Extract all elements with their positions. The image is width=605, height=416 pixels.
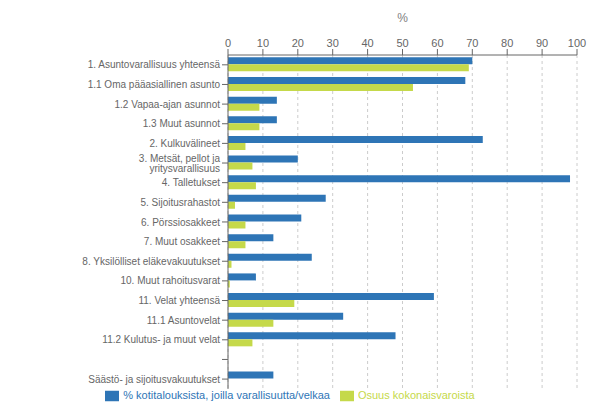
svg-text:%: % (397, 11, 408, 25)
svg-text:3. Metsät, pellot jayritysvara: 3. Metsät, pellot jayritysvarallisuus (139, 153, 221, 174)
svg-text:100: 100 (568, 37, 586, 49)
svg-text:1.2 Vapaa-ajan asunnot: 1.2 Vapaa-ajan asunnot (115, 99, 221, 110)
svg-text:10. Muut rahoitusvarat: 10. Muut rahoitusvarat (121, 275, 221, 286)
svg-text:1.1 Oma pääasiallinen asunto: 1.1 Oma pääasiallinen asunto (88, 79, 221, 90)
svg-text:60: 60 (431, 37, 443, 49)
svg-text:1.3 Muut asunnot: 1.3 Muut asunnot (143, 118, 220, 129)
svg-text:2. Kulkuvälineet: 2. Kulkuvälineet (149, 138, 220, 149)
svg-text:11.1 Asuntovelat: 11.1 Asuntovelat (147, 315, 220, 326)
svg-text:1. Asuntovarallisuus yhteensä: 1. Asuntovarallisuus yhteensä (88, 59, 221, 70)
svg-text:20: 20 (292, 37, 304, 49)
svg-text:80: 80 (501, 37, 513, 49)
svg-text:5. Sijoitusrahastot: 5. Sijoitusrahastot (141, 197, 221, 208)
html-text:Osuus kokonaisvaroista: Osuus kokonaisvaroista (357, 388, 475, 401)
svg-text:11. Velat yhteensä: 11. Velat yhteensä (138, 295, 220, 306)
svg-text:8. Yksilölliset eläkevakuutuks: 8. Yksilölliset eläkevakuutukset (82, 256, 220, 267)
html-text:% kotitalouksista, joilla vara: % kotitalouksista, joilla varallisuutta/… (123, 388, 330, 401)
svg-text:4. Talletukset: 4. Talletukset (162, 177, 220, 188)
svg-text:90: 90 (536, 37, 548, 49)
svg-text:6. Pörssiosakkeet: 6. Pörssiosakkeet (141, 217, 220, 228)
svg-text:30: 30 (327, 37, 339, 49)
svg-text:Säästö- ja sijoitusvakuutukset: Säästö- ja sijoitusvakuutukset (88, 374, 220, 385)
svg-text:0: 0 (225, 37, 231, 49)
svg-text:10: 10 (257, 37, 269, 49)
svg-text:70: 70 (466, 37, 478, 49)
svg-text:50: 50 (396, 37, 408, 49)
svg-text:7. Muut osakkeet: 7. Muut osakkeet (144, 236, 220, 247)
svg-text:40: 40 (361, 37, 373, 49)
svg-text:11.2 Kulutus- ja muut velat: 11.2 Kulutus- ja muut velat (102, 334, 220, 345)
